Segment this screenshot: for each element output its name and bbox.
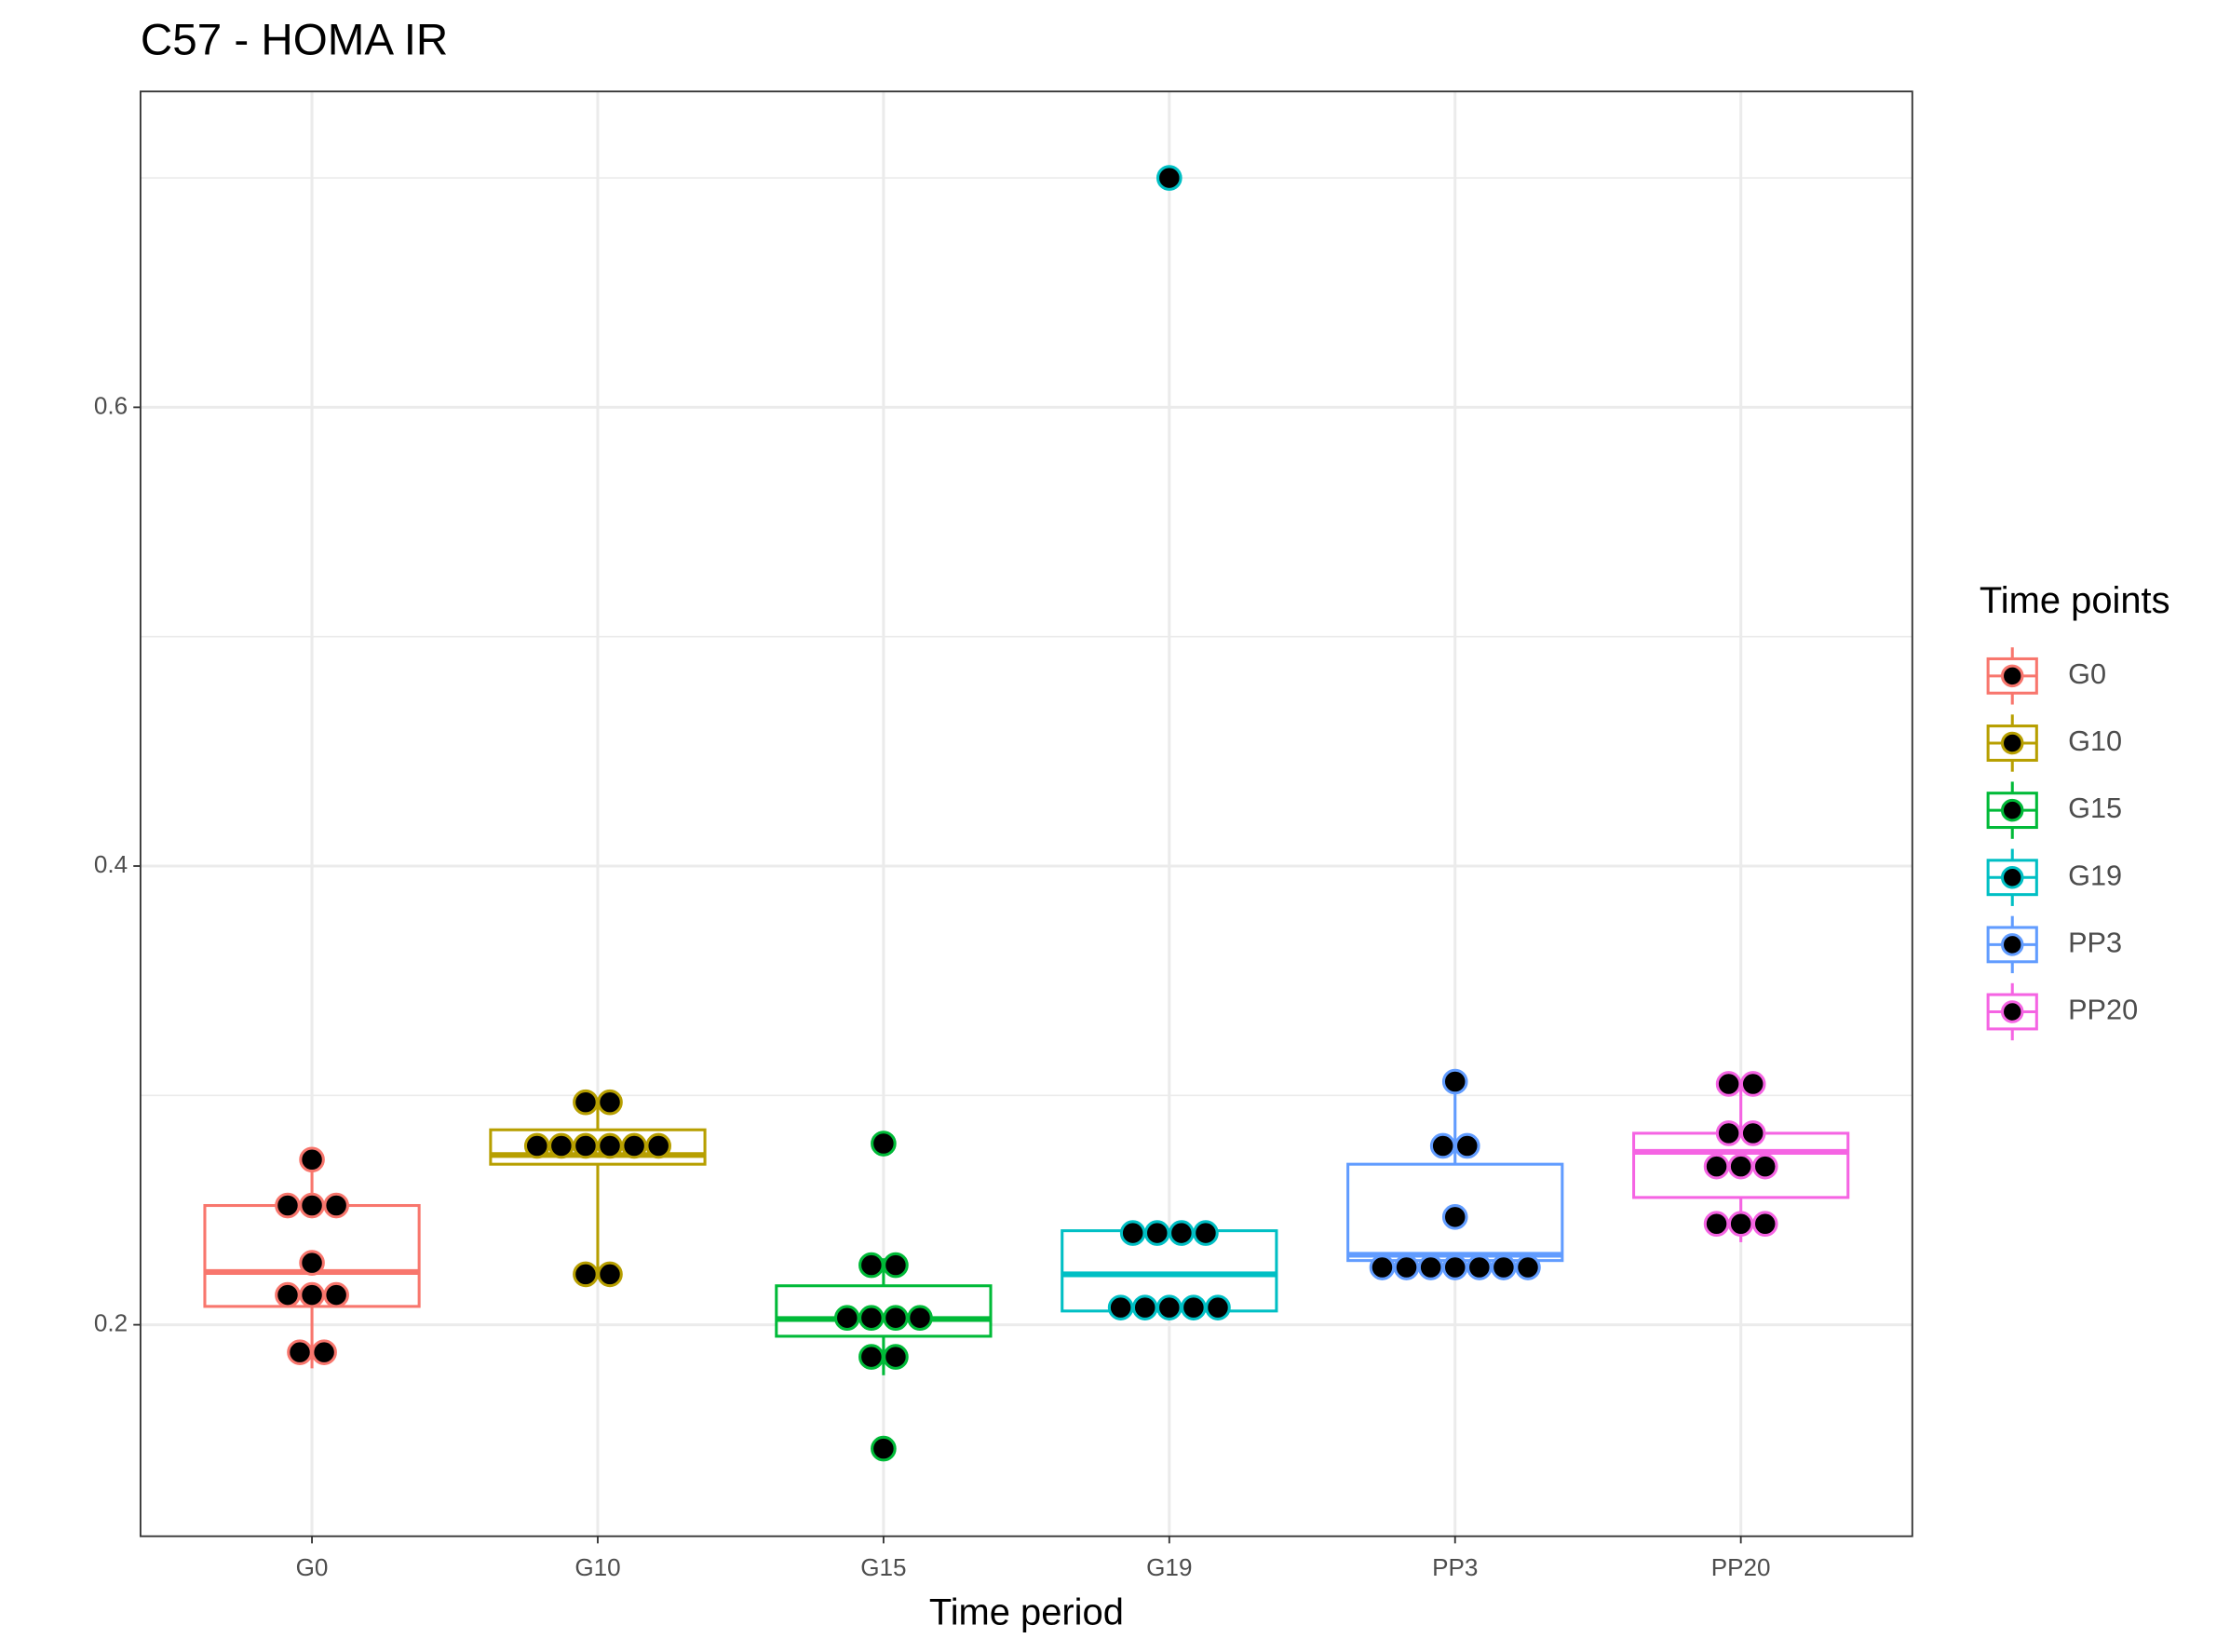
data-point xyxy=(573,1132,599,1159)
data-point xyxy=(573,1089,599,1116)
data-point xyxy=(323,1281,349,1308)
data-point xyxy=(523,1132,550,1159)
data-point xyxy=(1515,1254,1541,1280)
data-point xyxy=(1703,1153,1730,1180)
data-point xyxy=(299,1281,325,1308)
data-point xyxy=(275,1281,301,1308)
data-point xyxy=(1193,1220,1219,1246)
data-point xyxy=(1703,1211,1730,1238)
data-point xyxy=(907,1305,933,1332)
data-point xyxy=(1739,1071,1766,1097)
data-point xyxy=(871,1131,897,1157)
data-point xyxy=(883,1344,909,1370)
data-point xyxy=(858,1252,885,1279)
data-point xyxy=(883,1305,909,1332)
data-point xyxy=(1393,1254,1420,1280)
data-point xyxy=(871,1435,897,1462)
data-point xyxy=(597,1132,623,1159)
data-point xyxy=(1205,1294,1231,1320)
data-point xyxy=(1441,1068,1468,1095)
data-point xyxy=(858,1344,885,1370)
data-point xyxy=(833,1305,860,1332)
data-point xyxy=(1156,165,1183,191)
legend-label: G10 xyxy=(2068,724,2122,757)
legend-label: G0 xyxy=(2068,657,2106,690)
data-point xyxy=(597,1261,623,1288)
data-point xyxy=(323,1192,349,1219)
data-point xyxy=(1143,1220,1170,1246)
data-point xyxy=(1181,1294,1207,1320)
x-tick-label: G19 xyxy=(1146,1553,1192,1581)
data-point xyxy=(1369,1254,1396,1280)
data-point xyxy=(1441,1204,1468,1230)
data-point xyxy=(1466,1254,1493,1280)
x-tick-label: PP3 xyxy=(1432,1553,1478,1581)
x-tick-label: G15 xyxy=(860,1553,906,1581)
x-tick-label: G0 xyxy=(296,1553,329,1581)
data-point xyxy=(858,1305,885,1332)
y-tick-label: 0.2 xyxy=(94,1308,128,1336)
data-point xyxy=(287,1339,313,1365)
legend-label: PP3 xyxy=(2068,926,2122,958)
data-point xyxy=(1727,1211,1754,1238)
y-tick-label: 0.4 xyxy=(94,850,128,878)
data-point xyxy=(1429,1132,1456,1159)
data-point xyxy=(1751,1153,1778,1180)
x-axis-title: Time period xyxy=(929,1592,1124,1633)
legend-key-point xyxy=(2000,731,2024,755)
data-point xyxy=(1727,1153,1754,1180)
legend-key-point xyxy=(2000,865,2024,889)
data-point xyxy=(621,1132,647,1159)
data-point xyxy=(1751,1211,1778,1238)
data-point xyxy=(275,1192,301,1219)
data-point xyxy=(597,1089,623,1116)
x-tick-label: G10 xyxy=(574,1553,620,1581)
legend-key-point xyxy=(2000,933,2024,956)
data-point xyxy=(299,1192,325,1219)
legend-key-point xyxy=(2000,664,2024,688)
data-point xyxy=(1715,1071,1742,1097)
data-point xyxy=(299,1146,325,1173)
legend-key-point xyxy=(2000,1000,2024,1023)
legend-label: G19 xyxy=(2068,859,2122,891)
data-point xyxy=(1131,1294,1158,1320)
data-point xyxy=(1453,1132,1480,1159)
legend-label: PP20 xyxy=(2068,994,2138,1026)
data-point xyxy=(548,1132,574,1159)
data-point xyxy=(1119,1220,1146,1246)
legend-title: Time points xyxy=(1980,580,2170,621)
data-point xyxy=(1169,1220,1195,1246)
x-tick-label: PP20 xyxy=(1711,1553,1771,1581)
data-point xyxy=(1107,1294,1134,1320)
data-point xyxy=(1156,1294,1183,1320)
data-point xyxy=(1441,1254,1468,1280)
data-point xyxy=(573,1261,599,1288)
legend-label: G15 xyxy=(2068,792,2122,824)
chart-title: C57 - HOMA IR xyxy=(141,16,448,65)
data-point xyxy=(1715,1120,1742,1146)
data-point xyxy=(311,1339,337,1365)
legend-key-point xyxy=(2000,798,2024,822)
data-point xyxy=(1739,1120,1766,1146)
box xyxy=(775,1284,993,1338)
data-point xyxy=(1491,1254,1517,1280)
plot-border xyxy=(139,90,1913,1537)
data-point xyxy=(883,1252,909,1279)
data-point xyxy=(1417,1254,1444,1280)
y-tick-label: 0.6 xyxy=(94,391,128,419)
data-point xyxy=(299,1250,325,1276)
data-point xyxy=(645,1132,672,1159)
